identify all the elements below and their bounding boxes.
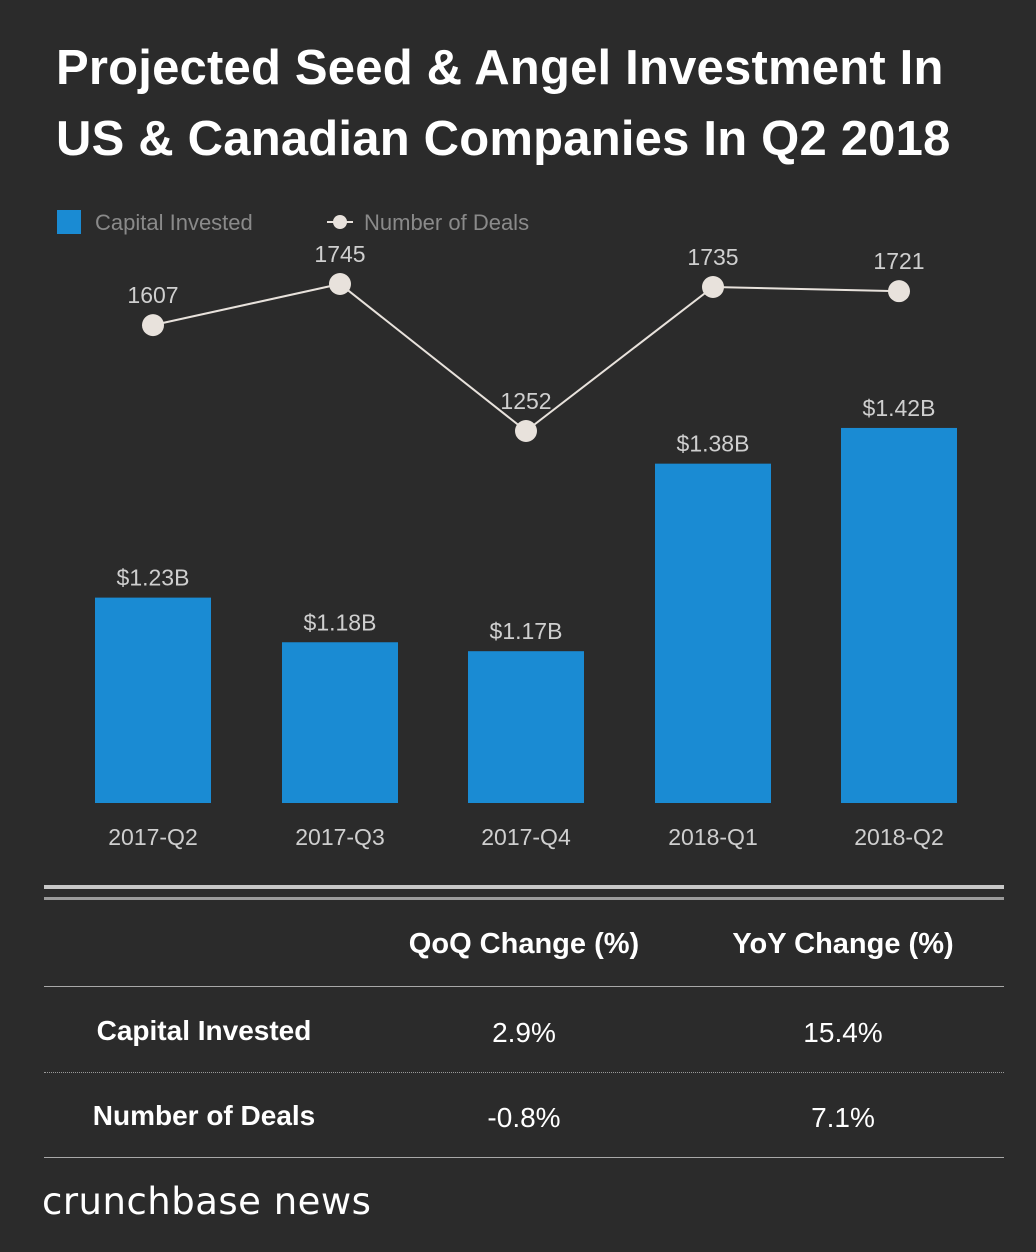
table-header-yoy: YoY Change (%) — [732, 928, 954, 960]
bar-label-2017-Q3: $1.18B — [304, 609, 377, 635]
bar-label-2018-Q1: $1.38B — [677, 431, 750, 457]
deals-point-2017-Q2 — [142, 314, 164, 337]
table-cell-deals-qoq: -0.8% — [487, 1102, 561, 1133]
table-row-label-capital: Capital Invested — [96, 1015, 312, 1046]
bar-label-2017-Q2: $1.23B — [117, 565, 190, 591]
table-cell-capital-qoq: 2.9% — [492, 1017, 556, 1048]
deals-point-2017-Q3 — [329, 273, 351, 295]
legend-label-capital-invested: Capital Invested — [95, 210, 253, 235]
chart-title-line-2: US & Canadian Companies In Q2 2018 — [56, 112, 951, 166]
x-axis: 2017-Q2 2017-Q3 2017-Q4 2018-Q1 2018-Q2 — [108, 824, 944, 850]
deals-label-2017-Q3: 1745 — [314, 241, 365, 267]
table-top-rule-thick — [44, 885, 1004, 889]
deals-point-2018-Q2 — [888, 280, 910, 303]
x-tick-2018-Q1: 2018-Q1 — [668, 824, 758, 850]
deals-label-2018-Q2: 1721 — [873, 248, 924, 274]
bar-2018-Q1 — [655, 463, 771, 803]
bar-label-2017-Q4: $1.17B — [490, 618, 563, 644]
line-series: 1607 1745 1252 1735 1721 — [127, 241, 925, 442]
bar-2018-Q2 — [841, 427, 957, 803]
deals-point-2017-Q4 — [515, 420, 537, 442]
deals-label-2017-Q4: 1252 — [500, 388, 551, 414]
x-tick-2017-Q3: 2017-Q3 — [295, 824, 385, 850]
legend-marker-number-of-deals — [333, 215, 347, 229]
table-header-qoq: QoQ Change (%) — [408, 928, 640, 960]
table-header-divider — [44, 986, 1004, 987]
deals-label-2017-Q2: 1607 — [127, 282, 178, 308]
x-tick-2017-Q2: 2017-Q2 — [108, 824, 198, 850]
deals-label-2018-Q1: 1735 — [687, 244, 738, 270]
table-cell-capital-yoy: 15.4% — [803, 1017, 883, 1048]
legend-swatch-capital-invested — [57, 210, 81, 234]
deals-point-2018-Q1 — [702, 275, 724, 298]
crunchbase-news-logo: crunchbase news — [42, 1180, 372, 1223]
bar-label-2018-Q2: $1.42B — [863, 395, 936, 421]
table-row-divider — [44, 1072, 1004, 1073]
bar-2017-Q4 — [468, 651, 584, 803]
table-top-rule-thin — [44, 897, 1004, 900]
x-tick-2017-Q4: 2017-Q4 — [481, 824, 571, 850]
table-cell-deals-yoy: 7.1% — [811, 1102, 875, 1133]
bar-2017-Q2 — [95, 597, 211, 803]
table-row-label-deals: Number of Deals — [92, 1100, 316, 1131]
chart-legend: Capital Invested Number of Deals — [57, 210, 529, 235]
x-tick-2018-Q2: 2018-Q2 — [854, 824, 944, 850]
bar-series: $1.23B $1.18B $1.17B $1.38B $1.42B — [95, 395, 957, 803]
chart-title-line-1: Projected Seed & Angel Investment In — [56, 41, 944, 95]
legend-label-number-of-deals: Number of Deals — [364, 210, 529, 235]
table-bottom-rule — [44, 1157, 1004, 1158]
combo-chart: Capital Invested Number of Deals $1.23B$… — [57, 210, 957, 850]
bar-2017-Q3 — [282, 642, 398, 803]
